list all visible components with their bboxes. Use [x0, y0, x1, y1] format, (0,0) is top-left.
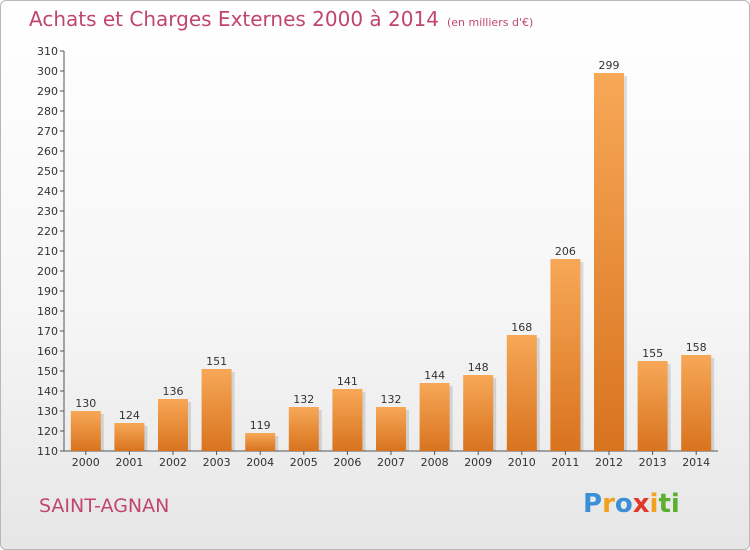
y-tick-label: 300: [37, 65, 58, 78]
x-tick-label: 2002: [159, 456, 187, 469]
bar-value-label: 148: [468, 361, 489, 374]
chart-bars: 130 124 136 151 119 132 141 132 144 148 168 206 299 1…: [70, 59, 715, 451]
y-tick-label: 210: [37, 245, 58, 258]
y-tick-label: 180: [37, 305, 58, 318]
chart-title: Achats et Charges Externes 2000 à 2014 (e…: [29, 7, 533, 31]
logo-letter: x: [632, 489, 650, 519]
x-tick-label: 2009: [464, 456, 492, 469]
bar-value-label: 151: [206, 355, 227, 368]
y-tick-label: 110: [37, 445, 58, 458]
chart-unit: (en milliers d'€): [446, 16, 534, 29]
x-tick-label: 2005: [290, 456, 318, 469]
y-tick-label: 220: [37, 225, 58, 238]
y-tick-label: 120: [37, 425, 58, 438]
y-tick-label: 170: [37, 325, 58, 338]
y-tick-label: 160: [37, 345, 58, 358]
logo-letter: P: [583, 489, 603, 519]
y-tick-label: 150: [37, 365, 58, 378]
y-tick-label: 250: [37, 165, 58, 178]
logo-letter: t: [658, 489, 671, 519]
x-tick-label: 2013: [639, 456, 667, 469]
x-tick-label: 2003: [203, 456, 231, 469]
y-tick-label: 190: [37, 285, 58, 298]
x-tick-label: 2011: [551, 456, 579, 469]
bar: [245, 433, 276, 451]
y-tick-label: 130: [37, 405, 58, 418]
y-tick-label: 290: [37, 85, 58, 98]
y-tick-label: 240: [37, 185, 58, 198]
bar: [201, 369, 232, 451]
bar: [506, 335, 537, 451]
logo-letter: i: [649, 489, 659, 519]
logo-letter: o: [614, 489, 633, 519]
bar-value-label: 130: [75, 397, 96, 410]
bar-value-label: 299: [599, 59, 620, 72]
x-tick-label: 2008: [421, 456, 449, 469]
bar-value-label: 119: [250, 419, 271, 432]
bar: [463, 375, 494, 451]
bar: [594, 73, 624, 451]
bar-value-label: 141: [337, 375, 358, 388]
y-tick-label: 310: [37, 45, 58, 58]
bar-value-label: 132: [293, 393, 314, 406]
bar-value-label: 155: [642, 347, 663, 360]
bar-value-label: 206: [555, 245, 576, 258]
bar: [288, 407, 319, 451]
bar: [114, 423, 145, 451]
x-tick-label: 2000: [72, 456, 100, 469]
bar-value-label: 168: [511, 321, 532, 334]
chart-title-text: Achats et Charges Externes 2000 à 2014: [29, 7, 439, 31]
y-tick-label: 230: [37, 205, 58, 218]
x-tick-label: 2012: [595, 456, 623, 469]
logo-letter: r: [602, 489, 615, 519]
bar: [70, 411, 101, 451]
bar: [332, 389, 363, 451]
x-tick-label: 2014: [682, 456, 710, 469]
x-tick-label: 2001: [115, 456, 143, 469]
x-tick-label: 2006: [333, 456, 361, 469]
commune-name: SAINT-AGNAN: [39, 495, 170, 517]
bar-value-label: 136: [163, 385, 184, 398]
bar-value-label: 144: [424, 369, 445, 382]
bar: [158, 399, 188, 451]
bar: [376, 407, 406, 451]
x-tick-label: 2007: [377, 456, 405, 469]
x-tick-label: 2004: [246, 456, 274, 469]
y-tick-label: 200: [37, 265, 58, 278]
y-tick-label: 270: [37, 125, 58, 138]
bar: [550, 259, 581, 451]
y-tick-label: 280: [37, 105, 58, 118]
bar-value-label: 158: [686, 341, 707, 354]
bar: [681, 355, 712, 451]
x-tick-label: 2010: [508, 456, 536, 469]
bar: [419, 383, 450, 451]
bar-value-label: 124: [119, 409, 140, 422]
y-tick-label: 260: [37, 145, 58, 158]
logo-letter: i: [670, 489, 680, 519]
bar-value-label: 132: [381, 393, 402, 406]
proxiti-logo: Proxiti: [583, 489, 680, 519]
bar: [637, 361, 668, 451]
chart-axes: 110 120 130 140 150 160 170 180 190 200 210 220 230 2…: [37, 45, 718, 469]
y-tick-label: 140: [37, 385, 58, 398]
